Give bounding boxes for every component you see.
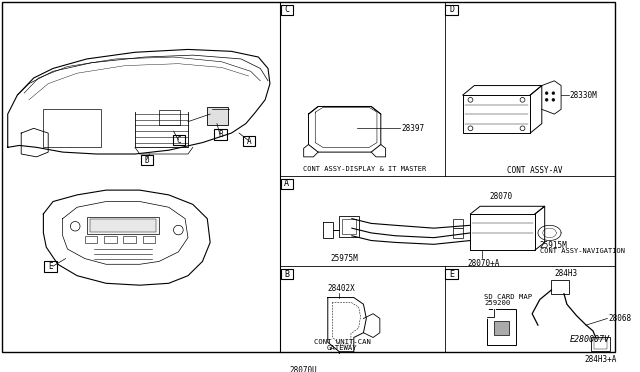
- Text: 25975M: 25975M: [330, 254, 358, 263]
- Circle shape: [545, 92, 548, 94]
- Bar: [104, 236, 116, 243]
- Text: B: B: [284, 270, 289, 279]
- Text: D: D: [449, 6, 454, 15]
- Bar: [243, 136, 255, 147]
- Bar: [591, 337, 611, 351]
- Bar: [44, 109, 101, 147]
- Bar: [44, 262, 57, 272]
- Bar: [214, 129, 227, 140]
- Bar: [173, 135, 185, 145]
- Text: 28070U: 28070U: [289, 366, 317, 372]
- Bar: [159, 110, 180, 125]
- Text: GATEWAY: GATEWAY: [327, 345, 358, 351]
- Text: 25915M: 25915M: [540, 241, 568, 250]
- Text: 284H3: 284H3: [554, 269, 577, 278]
- Text: 28402X: 28402X: [328, 284, 355, 293]
- Bar: [453, 219, 463, 228]
- Text: CONT ASSY-NAVIGATION: CONT ASSY-NAVIGATION: [540, 248, 625, 254]
- Bar: [445, 269, 458, 279]
- Bar: [87, 217, 159, 234]
- Bar: [445, 5, 458, 15]
- Bar: [594, 339, 607, 349]
- Circle shape: [468, 97, 473, 102]
- Bar: [124, 236, 136, 243]
- Text: 28330M: 28330M: [570, 90, 598, 100]
- Bar: [552, 280, 569, 294]
- Text: 259200: 259200: [484, 300, 510, 306]
- Bar: [280, 179, 293, 189]
- Text: B: B: [218, 130, 223, 139]
- Bar: [207, 108, 228, 125]
- Circle shape: [545, 98, 548, 101]
- Bar: [342, 219, 356, 234]
- Text: 28397: 28397: [401, 124, 424, 133]
- Bar: [339, 216, 358, 237]
- Circle shape: [520, 97, 525, 102]
- Text: D: D: [145, 156, 149, 165]
- Bar: [487, 309, 516, 345]
- Text: 284H3+A: 284H3+A: [584, 355, 616, 363]
- Text: 28068: 28068: [609, 314, 632, 323]
- Bar: [141, 155, 154, 166]
- Text: CONT UNIT-CAN: CONT UNIT-CAN: [314, 339, 371, 345]
- Text: A: A: [247, 137, 252, 146]
- Bar: [280, 269, 293, 279]
- Text: 28070: 28070: [490, 192, 513, 201]
- Bar: [85, 236, 97, 243]
- Circle shape: [173, 225, 183, 235]
- Text: C: C: [177, 136, 181, 145]
- Circle shape: [552, 98, 555, 101]
- Bar: [90, 219, 156, 232]
- Text: CONT ASSY-DISPLAY & IT MASTER: CONT ASSY-DISPLAY & IT MASTER: [303, 166, 426, 172]
- Text: E: E: [449, 270, 454, 279]
- Text: E280007V: E280007V: [570, 335, 609, 344]
- Circle shape: [468, 126, 473, 131]
- Text: SD CARD MAP: SD CARD MAP: [484, 294, 532, 301]
- Circle shape: [520, 126, 525, 131]
- Bar: [143, 236, 156, 243]
- Text: CONT ASSY-AV: CONT ASSY-AV: [508, 166, 563, 175]
- Text: C: C: [284, 6, 289, 15]
- Text: E: E: [48, 262, 53, 271]
- Bar: [280, 5, 293, 15]
- Bar: [493, 321, 509, 335]
- Text: 28070+A: 28070+A: [468, 259, 500, 267]
- Bar: [453, 228, 463, 238]
- Circle shape: [70, 221, 80, 231]
- Circle shape: [552, 92, 555, 94]
- Text: A: A: [284, 179, 289, 189]
